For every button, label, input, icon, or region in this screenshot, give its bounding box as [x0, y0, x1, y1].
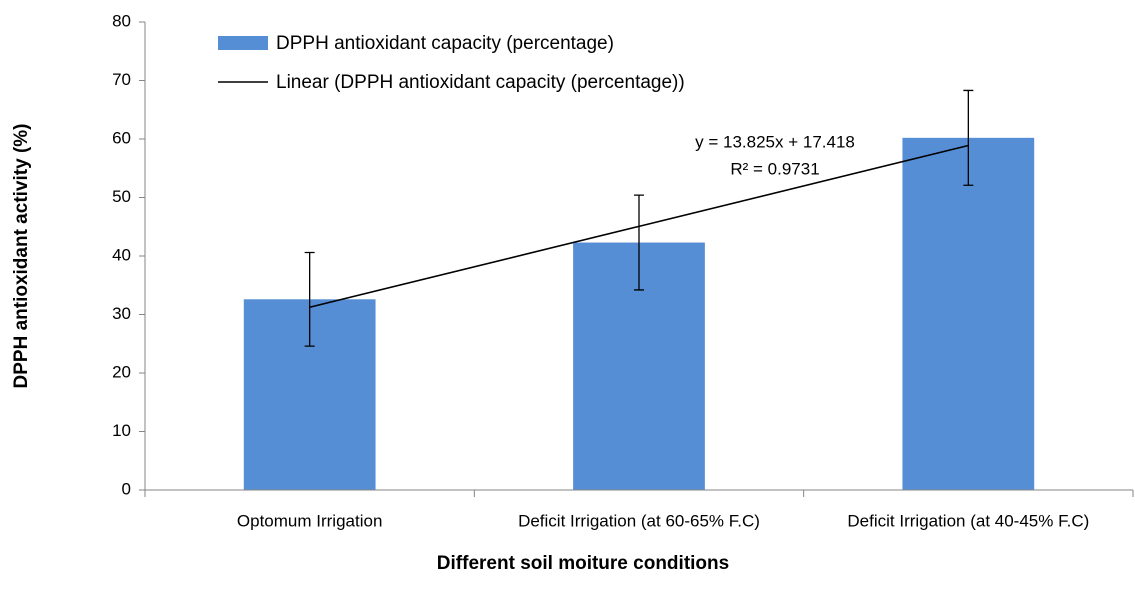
- legend-swatch: [218, 36, 268, 50]
- y-tick-label: 0: [122, 479, 131, 498]
- y-tick-label: 20: [112, 362, 131, 381]
- trend-equation: y = 13.825x + 17.418: [695, 132, 855, 151]
- bar: [902, 137, 1035, 490]
- x-tick-label: Deficit Irrigation (at 40-45% F.C): [847, 511, 1089, 530]
- y-axis-label: DPPH antioxidant activity (%): [11, 124, 32, 389]
- error-bar: [304, 251, 315, 347]
- y-tick-label: 50: [112, 187, 131, 206]
- error-bar: [634, 194, 644, 291]
- legend-label: DPPH antioxidant capacity (percentage): [276, 33, 614, 54]
- y-tick-label: 80: [112, 11, 131, 30]
- y-tick-label: 40: [112, 245, 131, 264]
- y-tick-label: 10: [112, 421, 131, 440]
- legend-label: Linear (DPPH antioxidant capacity (perce…: [276, 72, 685, 93]
- y-tick-label: 30: [112, 304, 131, 323]
- y-tick-label: 70: [112, 70, 131, 89]
- x-tick-label: Optomum Irrigation: [237, 511, 383, 530]
- y-tick-label: 60: [112, 128, 131, 147]
- x-tick-label: Deficit Irrigation (at 60-65% F.C): [518, 511, 760, 530]
- x-axis-label: Different soil moiture conditions: [437, 553, 729, 574]
- r-squared: R² = 0.9731: [730, 159, 819, 178]
- error-bar: [963, 89, 974, 186]
